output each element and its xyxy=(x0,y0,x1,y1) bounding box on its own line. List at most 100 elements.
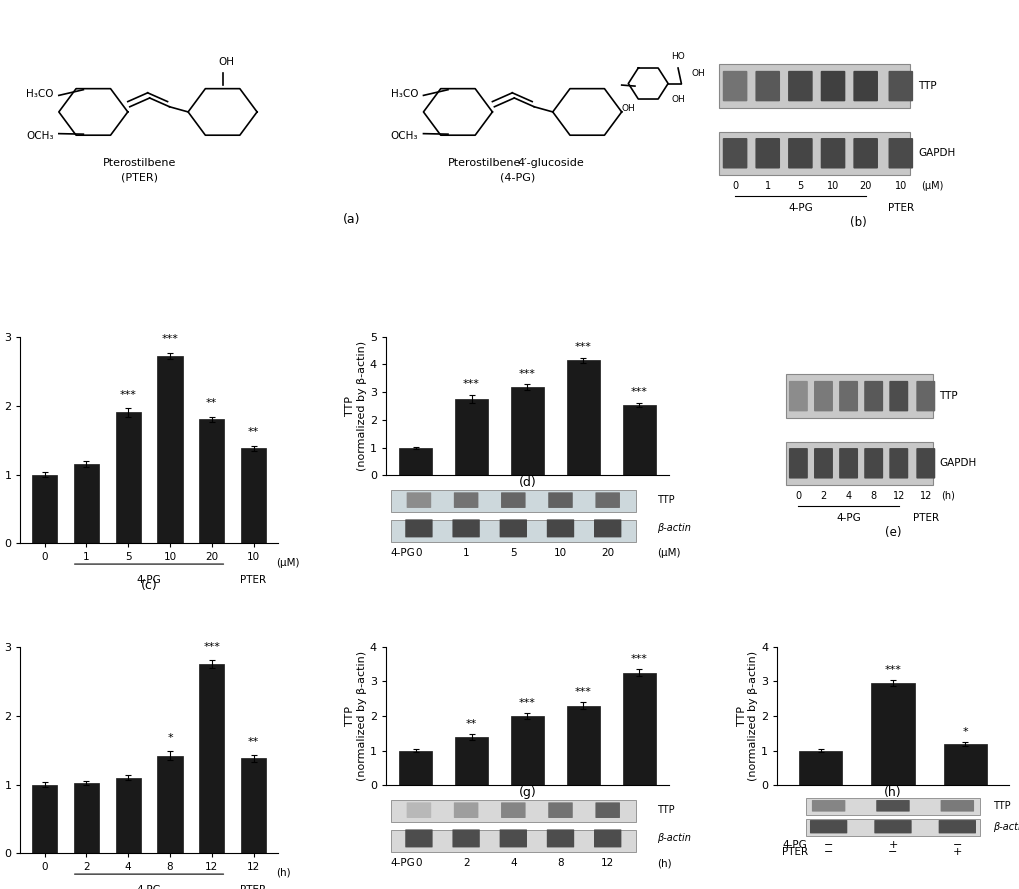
Text: 5: 5 xyxy=(797,180,804,191)
Bar xyxy=(944,744,987,785)
Bar xyxy=(786,442,933,485)
Text: (h): (h) xyxy=(657,858,672,869)
Text: (h): (h) xyxy=(942,491,955,501)
Bar xyxy=(32,475,57,543)
Text: 12: 12 xyxy=(919,491,932,501)
FancyBboxPatch shape xyxy=(938,820,976,833)
Bar xyxy=(390,490,636,512)
Text: 5: 5 xyxy=(510,549,517,558)
Bar xyxy=(786,374,933,418)
Text: +: + xyxy=(889,840,898,850)
Text: (4-PG): (4-PG) xyxy=(500,172,535,182)
Text: 4-PG: 4-PG xyxy=(783,840,807,850)
FancyBboxPatch shape xyxy=(789,380,808,412)
Text: TTP: TTP xyxy=(657,805,675,815)
Text: (a): (a) xyxy=(343,212,361,226)
Text: (μM): (μM) xyxy=(276,558,300,568)
FancyBboxPatch shape xyxy=(499,519,527,537)
Text: ***: *** xyxy=(631,653,648,664)
FancyBboxPatch shape xyxy=(810,820,847,833)
Bar xyxy=(799,750,843,785)
Text: 4-PG: 4-PG xyxy=(390,549,416,558)
Text: (PTER): (PTER) xyxy=(121,172,158,182)
Text: 2: 2 xyxy=(820,491,826,501)
Text: 12: 12 xyxy=(893,491,905,501)
Text: 0: 0 xyxy=(795,491,802,501)
FancyBboxPatch shape xyxy=(594,519,622,537)
FancyBboxPatch shape xyxy=(889,138,913,169)
Text: **: ** xyxy=(248,737,259,747)
Bar xyxy=(32,785,57,853)
Text: ***: *** xyxy=(519,369,536,379)
Text: (g): (g) xyxy=(519,787,536,799)
Text: −: − xyxy=(889,846,898,857)
FancyBboxPatch shape xyxy=(722,138,747,169)
FancyBboxPatch shape xyxy=(814,448,833,478)
Bar xyxy=(567,706,600,785)
Bar xyxy=(511,388,544,476)
FancyBboxPatch shape xyxy=(722,71,747,101)
Text: TTP: TTP xyxy=(940,391,958,401)
FancyBboxPatch shape xyxy=(407,803,431,818)
Text: (μM): (μM) xyxy=(921,180,944,191)
Bar xyxy=(454,737,488,785)
Text: 20: 20 xyxy=(859,180,872,191)
FancyBboxPatch shape xyxy=(853,138,878,169)
Bar xyxy=(158,356,182,543)
FancyBboxPatch shape xyxy=(548,803,573,818)
Bar xyxy=(115,412,141,543)
Bar xyxy=(390,830,636,853)
Text: 10: 10 xyxy=(826,180,840,191)
FancyBboxPatch shape xyxy=(406,829,433,847)
Text: 0: 0 xyxy=(416,549,422,558)
Text: −: − xyxy=(953,840,962,850)
Text: 10: 10 xyxy=(554,549,567,558)
FancyBboxPatch shape xyxy=(889,71,913,101)
Text: Pterostilbene: Pterostilbene xyxy=(447,158,521,168)
Text: ***: *** xyxy=(204,642,220,652)
Bar xyxy=(398,448,432,476)
FancyBboxPatch shape xyxy=(501,803,526,818)
Text: OH: OH xyxy=(218,57,234,67)
Text: 0: 0 xyxy=(732,180,738,191)
FancyBboxPatch shape xyxy=(499,829,527,847)
Text: PTER: PTER xyxy=(240,574,267,585)
Text: ***: *** xyxy=(120,390,137,400)
FancyBboxPatch shape xyxy=(595,803,620,818)
Y-axis label: TTP
(normalized by β-actin): TTP (normalized by β-actin) xyxy=(737,651,758,781)
FancyBboxPatch shape xyxy=(874,820,912,833)
Text: 4-PG: 4-PG xyxy=(137,574,161,585)
Text: OH: OH xyxy=(672,94,685,103)
Text: OH: OH xyxy=(691,68,705,77)
Bar xyxy=(623,673,656,785)
FancyBboxPatch shape xyxy=(755,138,780,169)
Text: Pterostilbene: Pterostilbene xyxy=(103,158,176,168)
Text: H₃CO: H₃CO xyxy=(390,89,418,99)
Text: 2: 2 xyxy=(463,858,470,869)
FancyBboxPatch shape xyxy=(839,448,858,478)
Bar xyxy=(567,360,600,476)
Text: (e): (e) xyxy=(884,526,901,540)
FancyBboxPatch shape xyxy=(820,138,846,169)
Bar xyxy=(242,448,266,543)
Text: OH: OH xyxy=(622,104,635,113)
Bar xyxy=(718,64,910,108)
Text: −: − xyxy=(824,846,834,857)
FancyBboxPatch shape xyxy=(547,519,574,537)
Text: 8: 8 xyxy=(870,491,876,501)
Text: (c): (c) xyxy=(141,579,158,592)
Text: TTP: TTP xyxy=(918,81,937,91)
FancyBboxPatch shape xyxy=(853,71,878,101)
Text: ***: *** xyxy=(631,388,648,397)
FancyBboxPatch shape xyxy=(595,493,620,508)
Text: 12: 12 xyxy=(601,858,614,869)
FancyBboxPatch shape xyxy=(406,519,433,537)
FancyBboxPatch shape xyxy=(755,71,780,101)
Bar xyxy=(73,783,99,853)
Text: (d): (d) xyxy=(519,477,536,490)
FancyBboxPatch shape xyxy=(864,380,883,412)
FancyBboxPatch shape xyxy=(788,71,813,101)
Bar xyxy=(806,798,980,814)
Text: H₃CO: H₃CO xyxy=(26,89,54,99)
Text: PTER: PTER xyxy=(783,846,808,857)
